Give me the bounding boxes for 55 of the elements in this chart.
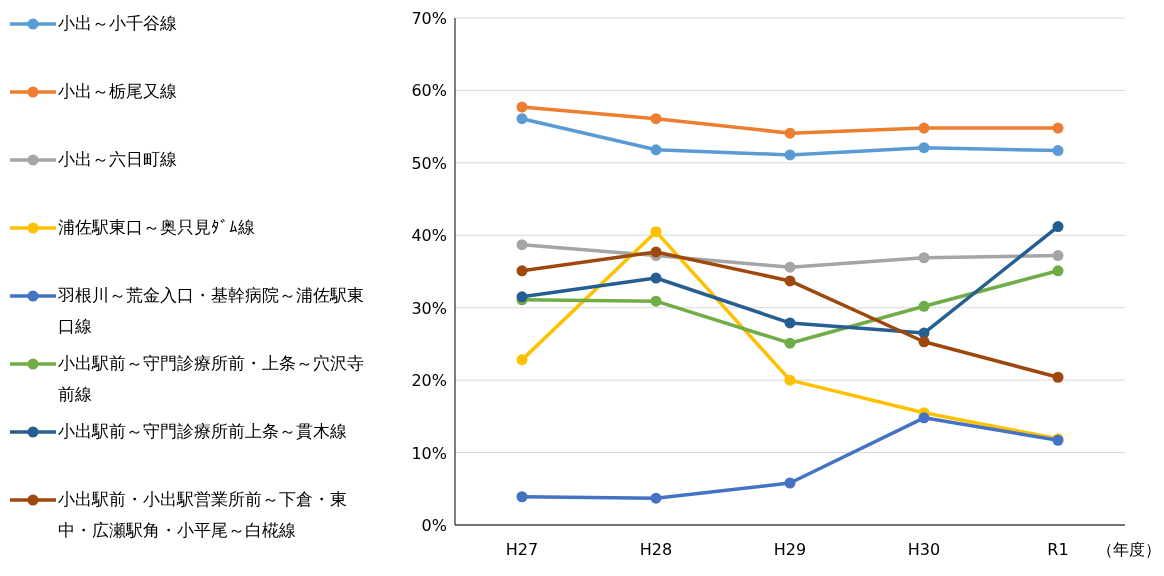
point [650, 226, 662, 238]
x-tick-label: R1 [1047, 540, 1069, 559]
y-tick-label: 60% [411, 81, 447, 101]
point [1052, 122, 1064, 134]
y-tick-label: 20% [411, 371, 447, 391]
point [918, 300, 930, 312]
point [784, 127, 796, 139]
point [918, 142, 930, 154]
y-tick-label: 40% [411, 226, 447, 246]
y-tick-label: 30% [411, 298, 447, 318]
y-tick-label: 0% [421, 516, 447, 535]
point [784, 261, 796, 273]
point [784, 149, 796, 161]
x-tick-label: H29 [773, 540, 807, 559]
point [650, 272, 662, 284]
point [650, 295, 662, 307]
x-axis-title: （年度） [1097, 540, 1161, 559]
legend-label: 羽根川～荒金入口・基幹病院～浦佐駅東口線 [58, 284, 365, 338]
point [918, 122, 930, 134]
point [784, 275, 796, 287]
point [784, 317, 796, 329]
point [516, 491, 528, 503]
legend-label: 小出駅前～守門診療所前上条～貫木線 [58, 420, 348, 443]
x-tick-label: H27 [505, 540, 539, 559]
point [1052, 145, 1064, 157]
legend-label: 小出駅前・小出駅営業所前～下倉・東中・広瀬駅角・小平尾～白椛線 [58, 488, 348, 542]
point [1052, 265, 1064, 277]
legend-label: 小出駅前～守門診療所前・上条～穴沢寺前線 [58, 352, 365, 406]
point [516, 265, 528, 277]
point [1052, 250, 1064, 262]
point [650, 113, 662, 125]
point [784, 477, 796, 489]
x-tick-label: H28 [639, 540, 673, 559]
y-tick-label: 10% [411, 443, 447, 463]
y-tick-label: 70% [411, 9, 447, 28]
y-tick-label: 50% [411, 153, 447, 173]
point [1052, 371, 1064, 383]
point [516, 113, 528, 125]
point [784, 374, 796, 386]
point [650, 246, 662, 258]
point [784, 337, 796, 349]
point [516, 354, 528, 366]
point [918, 336, 930, 348]
point [516, 239, 528, 251]
point [650, 492, 662, 504]
point [516, 101, 528, 113]
legend-label: 小出～栃尾又線 [58, 80, 178, 103]
point [650, 144, 662, 156]
point [1052, 221, 1064, 233]
legend-label: 浦佐駅東口～奥只見ﾀﾞﾑ線 [58, 216, 256, 239]
point [918, 412, 930, 424]
x-tick-label: H30 [907, 540, 941, 559]
legend-label: 小出～六日町線 [58, 148, 178, 171]
legend-label: 小出～小千谷線 [58, 12, 178, 35]
point [918, 252, 930, 264]
